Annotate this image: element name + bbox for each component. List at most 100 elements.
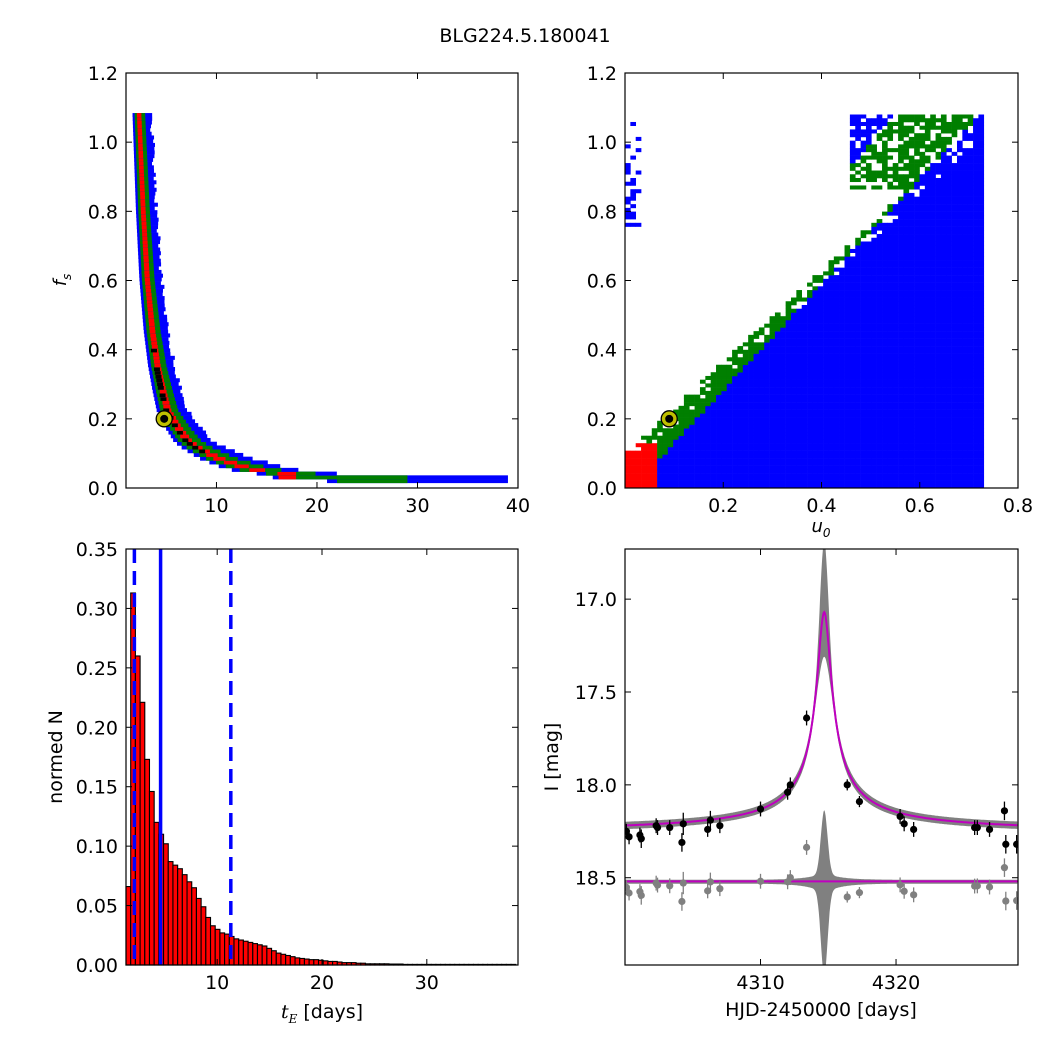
fs-u0-cell-blue: [914, 353, 920, 358]
fs-u0-cell-red: [635, 454, 642, 459]
fs-u0-cell-green: [903, 125, 910, 130]
fs-u0-cell-blue: [978, 342, 985, 347]
fs-u0-cell-blue: [962, 151, 968, 156]
fs-u0-cell-blue: [780, 420, 786, 425]
fs-u0-cell-blue: [940, 211, 947, 216]
fs-u0-cell-blue: [924, 372, 931, 377]
fs-u0-cell-blue: [764, 361, 770, 366]
fs-u0-cell-blue: [924, 342, 931, 347]
fs-u0-cell-blue: [764, 394, 770, 399]
fs-u0-cell-blue: [790, 405, 797, 410]
fs-u0-cell-blue: [978, 443, 985, 448]
fs-u0-cell-blue: [967, 148, 974, 153]
fs-u0-cell-blue: [801, 379, 808, 384]
fs-u0-cell-green: [662, 428, 669, 433]
fs-u0-cell-blue: [742, 379, 749, 384]
fs-u0-cell-blue: [935, 476, 942, 481]
fs-u0-cell-blue: [930, 286, 936, 291]
fs-u0-cell-blue: [935, 379, 942, 384]
te-histogram-bar: [139, 701, 146, 966]
fs-u0-cell-blue: [898, 443, 904, 448]
fs-u0-cell-blue: [849, 323, 856, 328]
fs-u0-cell-blue: [828, 323, 835, 328]
fs-u0-cell-blue: [839, 327, 845, 332]
fs-u0-cell-blue: [849, 282, 856, 287]
fs-u0-cell-blue: [844, 263, 851, 268]
fs-u0-cell-blue: [833, 308, 840, 313]
fs-u0-cell-blue: [748, 372, 754, 377]
fs-u0-cell-blue: [940, 245, 947, 250]
fs-u0-cell-blue: [935, 237, 942, 242]
fs-u0-cell-blue: [935, 316, 942, 321]
fs-u0-cell-blue: [774, 476, 781, 481]
fs-u0-cell-blue: [951, 207, 958, 212]
fs-u0-cell-blue: [790, 387, 797, 392]
fs-u0-cell-blue: [726, 428, 733, 433]
fs-u0-cell-blue: [753, 409, 760, 414]
fs-u0-cell-green: [699, 387, 706, 392]
fs-u0-cell-blue: [919, 375, 926, 380]
fs-u0-cell-blue: [919, 353, 926, 358]
fs-u0-cell-green: [774, 323, 781, 328]
fs-u0-cell-blue: [785, 443, 792, 448]
fs-u0-cell-blue: [807, 379, 813, 384]
fs-u0-cell-blue: [764, 454, 770, 459]
fs-u0-cell-blue: [930, 349, 936, 354]
residual-band: [625, 810, 1018, 965]
fs-u0-cell-blue: [940, 331, 947, 336]
fs-u0-cell-blue: [807, 417, 813, 422]
fs-u0-cell-blue: [903, 301, 910, 306]
fs-u0-cell-blue: [844, 431, 851, 437]
fs-u0-cell-green: [774, 312, 781, 317]
fs-u0-cell-blue: [924, 207, 931, 212]
fs-u0-cell-blue: [898, 319, 904, 324]
fs-u0-cell-blue: [967, 192, 974, 197]
fs-u0-cell-blue: [903, 252, 910, 257]
fs-u0-cell-green: [962, 121, 968, 127]
fs-u0-cell-blue: [919, 290, 926, 295]
fs-u0-cell-green: [892, 163, 899, 168]
fs-u0-cell-blue: [887, 394, 894, 399]
fs-u0-cell-blue: [903, 304, 910, 310]
fs-u0-cell-blue: [956, 144, 963, 149]
fs-u0-cell-blue: [683, 480, 690, 485]
fs-u0-cell-blue: [764, 439, 770, 444]
fs-u0-ytick-label: 0.6: [587, 271, 617, 293]
fs-u0-cell-blue: [817, 301, 824, 306]
fs-u0-cell-blue: [898, 256, 904, 261]
fs-u0-cell-blue: [865, 316, 872, 321]
fs-u0-cell-blue: [828, 405, 835, 410]
fs-u0-cell-blue: [940, 301, 947, 306]
fs-u0-cell-blue: [817, 390, 824, 395]
fs-u0-cell-blue: [839, 409, 845, 414]
photometry-point: [784, 788, 792, 796]
fs-u0-cell-blue: [828, 473, 835, 478]
fs-u0-cell-blue: [839, 443, 845, 448]
fs-u0-cell-blue: [748, 450, 754, 455]
residual-point: [910, 891, 918, 899]
fs-u0-cell-blue: [748, 476, 754, 481]
fs-u0-cell-blue: [967, 334, 974, 339]
fs-u0-cell-blue: [898, 301, 904, 306]
fs-u0-cell-green: [732, 349, 738, 354]
fs-u0-cell-blue: [667, 450, 674, 455]
fs-u0-cell-blue: [774, 443, 781, 448]
fs-u0-cell-blue: [855, 409, 861, 414]
fs-u0-cell-green: [694, 402, 701, 407]
fs-te-cell-red: [143, 258, 149, 263]
fs-u0-cell-blue: [849, 260, 856, 265]
fs-te-cell-red: [137, 120, 142, 125]
fs-u0-cell-blue: [828, 398, 835, 403]
fs-u0-cell-red: [635, 458, 642, 463]
fs-u0-cell-green: [753, 342, 760, 347]
fs-u0-cell-blue: [973, 484, 979, 489]
fs-u0-cell-blue: [678, 465, 685, 470]
fs-u0-cell-blue: [748, 461, 754, 466]
fs-u0-cell-blue: [967, 271, 974, 276]
fs-u0-cell-blue: [908, 443, 915, 448]
fs-u0-cell-green: [699, 409, 706, 414]
fs-u0-cell-blue: [860, 271, 867, 276]
fs-u0-cell-blue: [807, 420, 813, 425]
fs-u0-cell-blue: [876, 405, 883, 410]
fs-u0-cell-blue: [785, 473, 792, 478]
